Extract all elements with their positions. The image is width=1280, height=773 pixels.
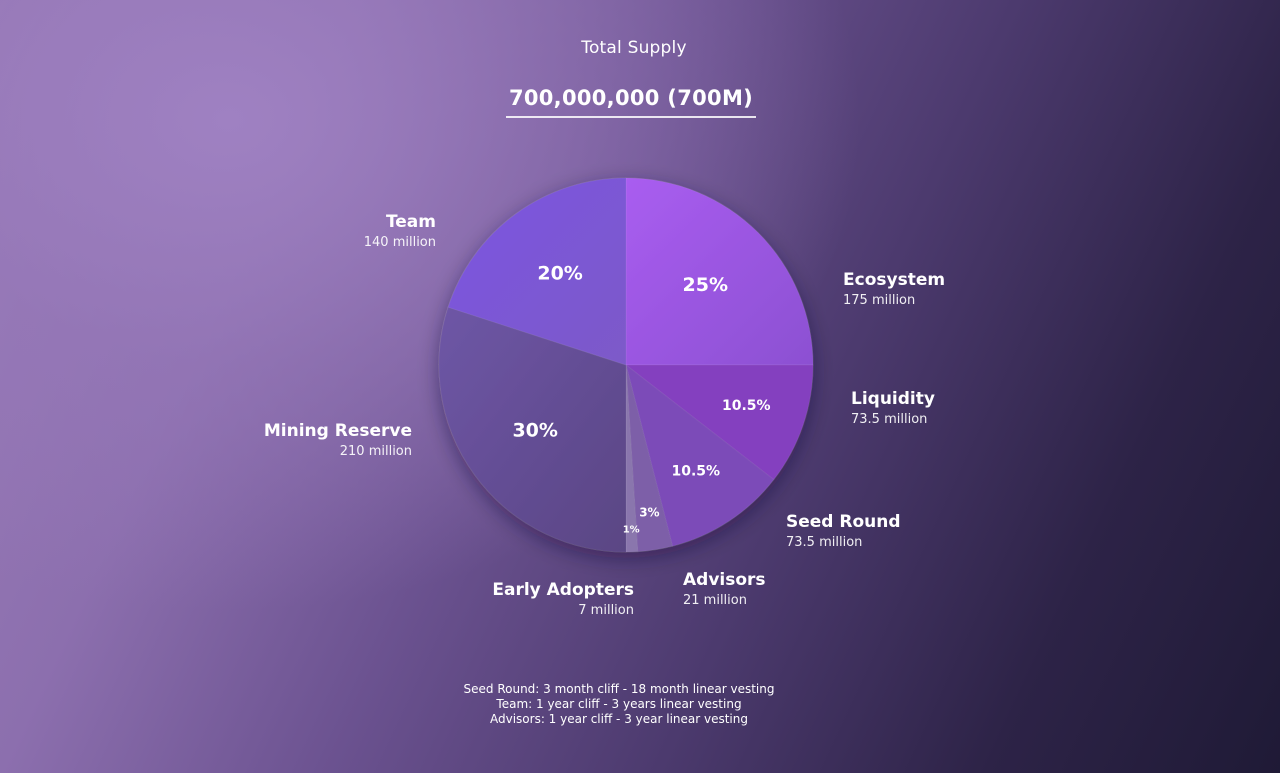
callout-name: Advisors	[683, 570, 766, 590]
vesting-notes: Seed Round: 3 month cliff - 18 month lin…	[0, 682, 1238, 727]
chart-title: Total Supply	[581, 38, 687, 58]
callout-amount: 7 million	[578, 603, 634, 618]
callout-amount: 210 million	[339, 444, 412, 459]
pie-slices	[438, 177, 814, 553]
callout-early-adopters: Early Adopters 7 million	[492, 579, 634, 621]
callout-team: Team 140 million	[364, 211, 436, 253]
callout-name: Team	[385, 212, 436, 232]
pie-percent-labels: 25% 10.5% 10.5% 3% 1% 30% 20%	[512, 263, 770, 536]
callout-amount: 73.5 million	[851, 412, 928, 427]
callout-name: Mining Reserve	[263, 421, 412, 441]
callout-amount: 73.5 million	[786, 535, 863, 550]
callout-name: Seed Round	[786, 512, 901, 532]
slice-mining-reserve	[438, 306, 627, 553]
vesting-note-advisors: Advisors: 1 year cliff - 3 year linear v…	[489, 712, 748, 726]
callout-advisors: Advisors 21 million	[683, 569, 766, 611]
percent-label-ecosystem: 25%	[683, 274, 728, 296]
callout-amount: 140 million	[363, 235, 436, 250]
callout-seed-round: Seed Round 73.5 million	[786, 511, 901, 553]
callout-name: Early Adopters	[492, 580, 634, 600]
total-supply-value: 700,000,000 (700M)	[506, 86, 756, 118]
percent-label-early-adopters: 1%	[623, 525, 640, 536]
slice-seed-round	[625, 363, 775, 547]
callout-mining-reserve: Mining Reserve 210 million	[264, 420, 412, 462]
callout-name: Ecosystem	[843, 270, 946, 290]
callout-name: Liquidity	[851, 389, 935, 409]
slice-liquidity	[624, 364, 814, 481]
percent-label-team: 20%	[537, 263, 582, 285]
percent-label-advisors: 3%	[639, 505, 659, 519]
percent-label-seed-round: 10.5%	[672, 463, 721, 479]
callout-amount: 175 million	[843, 293, 916, 308]
slice-ecosystem	[625, 177, 814, 366]
slice-team	[447, 177, 627, 366]
callout-amount: 21 million	[683, 593, 747, 608]
callout-ecosystem: Ecosystem 175 million	[843, 269, 945, 311]
vesting-note-seed-round: Seed Round: 3 month cliff - 18 month lin…	[463, 682, 775, 696]
vesting-note-team: Team: 1 year cliff - 3 years linear vest…	[496, 697, 742, 711]
percent-label-liquidity: 10.5%	[722, 398, 771, 414]
callout-liquidity: Liquidity 73.5 million	[851, 388, 935, 430]
percent-label-mining-reserve: 30%	[512, 419, 557, 441]
